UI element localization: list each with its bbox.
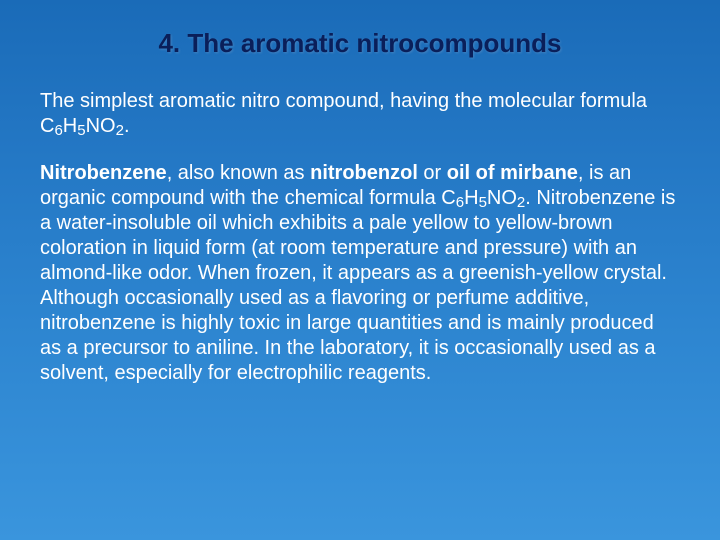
p2-t5: NO xyxy=(487,187,517,209)
slide-body: The simplest aromatic nitro compound, ha… xyxy=(40,89,680,386)
p1-text-after: . xyxy=(124,115,130,137)
p2-sub1: 6 xyxy=(456,194,464,211)
p1-sub3: 2 xyxy=(116,122,124,139)
p2-t4: H xyxy=(464,187,478,209)
paragraph-1: The simplest aromatic nitro compound, ha… xyxy=(40,89,680,139)
p2-t2: or xyxy=(418,162,447,184)
p1-sub2: 5 xyxy=(77,122,85,139)
p2-bold1: Nitrobenzene xyxy=(40,162,167,184)
p2-sub3: 2 xyxy=(517,194,525,211)
paragraph-2: Nitrobenzene, also known as nitrobenzol … xyxy=(40,161,680,386)
p2-t1: , also known as xyxy=(167,162,310,184)
p2-sub2: 5 xyxy=(479,194,487,211)
p2-bold2: nitrobenzol xyxy=(310,162,418,184)
p1-sub1: 6 xyxy=(54,122,62,139)
p1-mid1: H xyxy=(63,115,77,137)
p2-bold3: oil of mirbane xyxy=(447,162,578,184)
p2-t6: . Nitrobenzene is a water-insoluble oil … xyxy=(40,187,675,384)
p1-text-before: The simplest aromatic nitro compound, ha… xyxy=(40,90,647,137)
slide-title: 4. The aromatic nitrocompounds xyxy=(40,28,680,59)
p1-mid2: NO xyxy=(86,115,116,137)
